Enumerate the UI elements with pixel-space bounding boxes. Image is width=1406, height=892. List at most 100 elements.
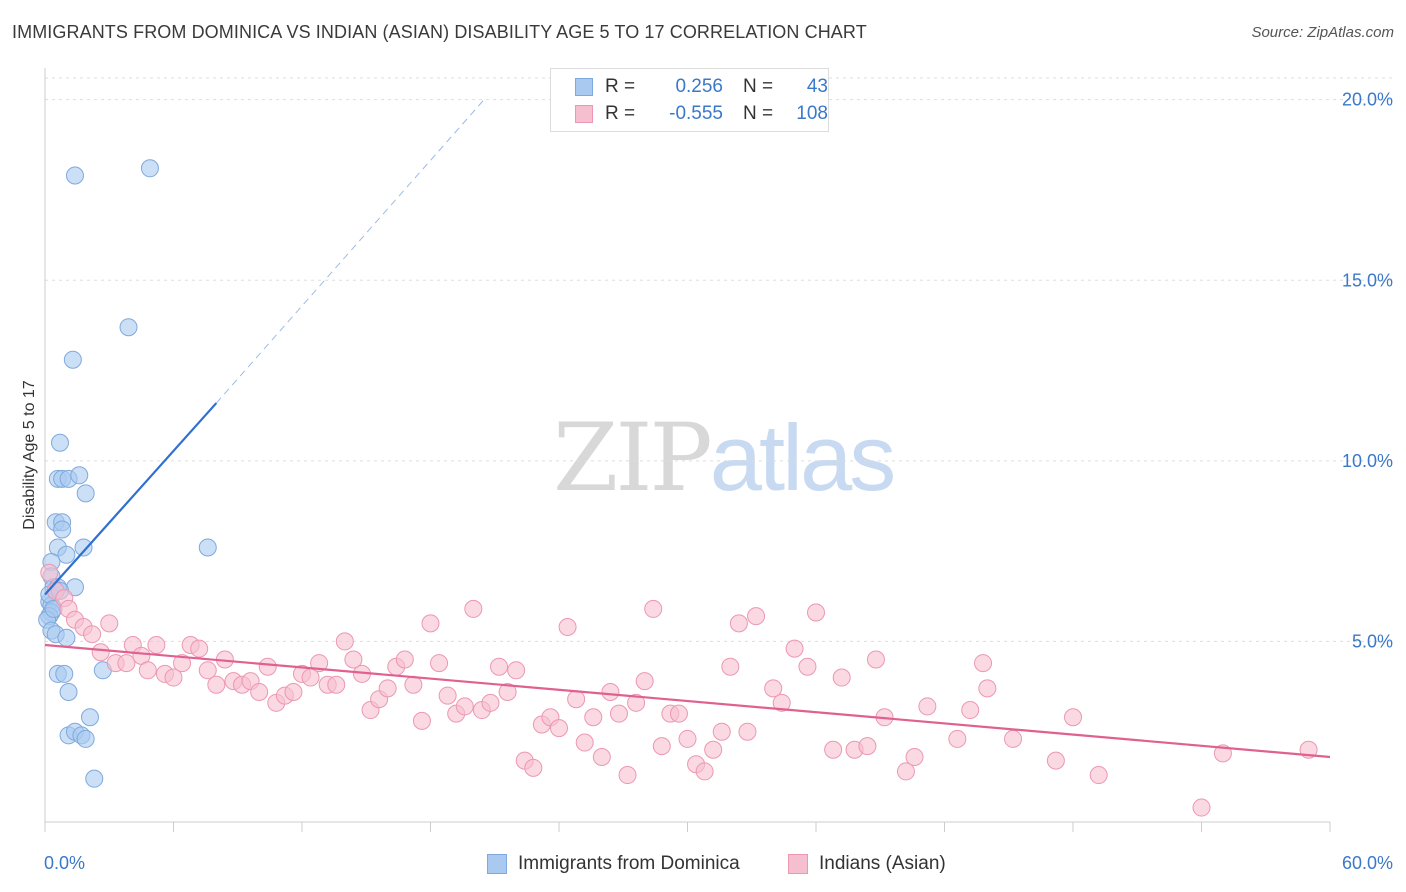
data-point-dominica [85, 769, 104, 788]
data-point-indians [455, 697, 474, 716]
data-point-indians [896, 762, 915, 781]
data-point-indians [1064, 708, 1082, 727]
data-point-indians [335, 632, 354, 651]
data-point-indians [344, 650, 363, 669]
data-point-dominica [76, 729, 95, 748]
data-point-dominica [80, 708, 99, 727]
data-point-indians [824, 740, 843, 759]
data-point-indians [490, 657, 509, 676]
bottom-legend-indians: Indians (Asian) [788, 852, 946, 876]
bottom-legend-label-dominica: Immigrants from Dominica [518, 853, 740, 874]
data-point-dominica [59, 682, 78, 701]
data-point-indians [729, 614, 748, 633]
legend-row-dominica: R = 0.256 N = 43 [575, 75, 828, 99]
data-point-indians [592, 747, 611, 766]
bottom-legend-swatch-dominica [487, 854, 507, 874]
data-point-dominica [74, 538, 93, 557]
data-point-indians [807, 603, 825, 622]
data-point-indians [464, 599, 483, 618]
data-point-indians [91, 643, 110, 662]
data-point-indians [395, 650, 414, 669]
data-point-indians [117, 654, 136, 673]
data-point-indians [978, 679, 997, 698]
data-point-dominica [70, 466, 89, 485]
data-point-indians [100, 614, 119, 633]
data-point-dominica [198, 538, 217, 557]
x-tick-label: 0.0% [44, 853, 85, 873]
chart-title: IMMIGRANTS FROM DOMINICA VS INDIAN (ASIA… [12, 22, 867, 42]
data-point-indians [1046, 751, 1065, 770]
data-point-indians [652, 737, 671, 756]
data-point-indians [173, 654, 192, 673]
legend-r-label: R = [605, 103, 636, 124]
data-point-indians [721, 657, 740, 676]
data-point-indians [198, 661, 217, 680]
data-point-indians [609, 704, 628, 723]
data-point-indians [627, 693, 646, 712]
legend-n-value: 43 [806, 76, 828, 97]
data-point-indians [695, 762, 714, 781]
legend-swatch-indians [575, 105, 593, 123]
data-point-indians [918, 697, 937, 716]
bottom-legend-label-indians: Indians (Asian) [819, 853, 946, 874]
data-point-indians [974, 654, 993, 673]
data-point-indians [40, 563, 59, 582]
data-point-indians [961, 701, 980, 720]
data-point-dominica [50, 433, 69, 452]
trend-extension-dominica [215, 99, 485, 404]
data-point-indians [524, 758, 543, 777]
data-point-dominica [63, 350, 82, 369]
data-point-indians [567, 690, 586, 709]
legend-r-label: R = [605, 76, 636, 97]
data-point-indians [704, 740, 723, 759]
data-point-dominica [119, 318, 138, 337]
data-point-indians [1004, 729, 1023, 748]
data-point-dominica [53, 520, 72, 539]
trend-line-indians [44, 643, 1331, 759]
data-point-dominica [65, 166, 84, 185]
data-point-indians [575, 733, 594, 752]
data-point-indians [618, 766, 637, 785]
data-point-indians [412, 711, 431, 730]
data-point-indians [601, 682, 620, 701]
data-point-indians [164, 668, 183, 687]
trend-line-dominica [44, 402, 218, 596]
data-point-indians [190, 639, 209, 658]
data-point-indians [327, 675, 346, 694]
data-point-indians [378, 679, 397, 698]
data-point-indians [747, 607, 766, 626]
data-point-indians [438, 686, 457, 705]
data-point-indians [498, 682, 517, 701]
x-tick-label: 60.0% [1342, 853, 1393, 873]
legend-n-value: 108 [796, 103, 828, 124]
data-point-indians [207, 675, 226, 694]
legend-n-label: N = [743, 103, 774, 124]
data-point-indians [858, 737, 877, 756]
data-point-indians [584, 708, 603, 727]
legend-row-indians: R = -0.555 N = 108 [575, 102, 828, 126]
y-tick-label: 20.0% [1342, 90, 1393, 110]
data-point-indians [558, 617, 577, 636]
legend-r-value: -0.555 [669, 103, 723, 124]
data-point-indians [550, 719, 568, 738]
data-point-dominica [76, 484, 95, 503]
data-point-indians [147, 636, 166, 655]
data-point-dominica [57, 545, 76, 564]
data-point-indians [404, 675, 423, 694]
legend-n-label: N = [743, 76, 774, 97]
data-point-indians [772, 693, 791, 712]
data-point-indians [421, 614, 440, 633]
data-point-indians [258, 657, 277, 676]
data-point-indians [644, 599, 663, 618]
y-tick-label: 10.0% [1342, 451, 1393, 471]
data-point-indians [310, 654, 329, 673]
legend-swatch-dominica [575, 78, 593, 96]
data-point-indians [250, 682, 269, 701]
bottom-legend-swatch-indians [788, 854, 808, 874]
data-point-indians [798, 657, 817, 676]
data-point-indians [764, 679, 783, 698]
data-point-indians [1192, 798, 1211, 817]
data-point-indians [712, 722, 731, 741]
data-point-dominica [140, 159, 159, 178]
y-tick-label: 15.0% [1342, 270, 1393, 290]
